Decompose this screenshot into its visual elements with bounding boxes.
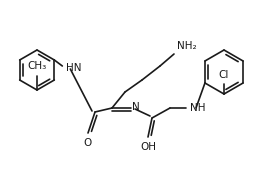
Text: HN: HN xyxy=(66,63,82,73)
Text: N: N xyxy=(132,102,140,112)
Text: NH: NH xyxy=(190,103,206,113)
Text: OH: OH xyxy=(140,142,156,152)
Text: CH₃: CH₃ xyxy=(28,61,47,71)
Text: NH₂: NH₂ xyxy=(177,41,197,51)
Text: O: O xyxy=(84,138,92,148)
Text: Cl: Cl xyxy=(219,70,229,80)
